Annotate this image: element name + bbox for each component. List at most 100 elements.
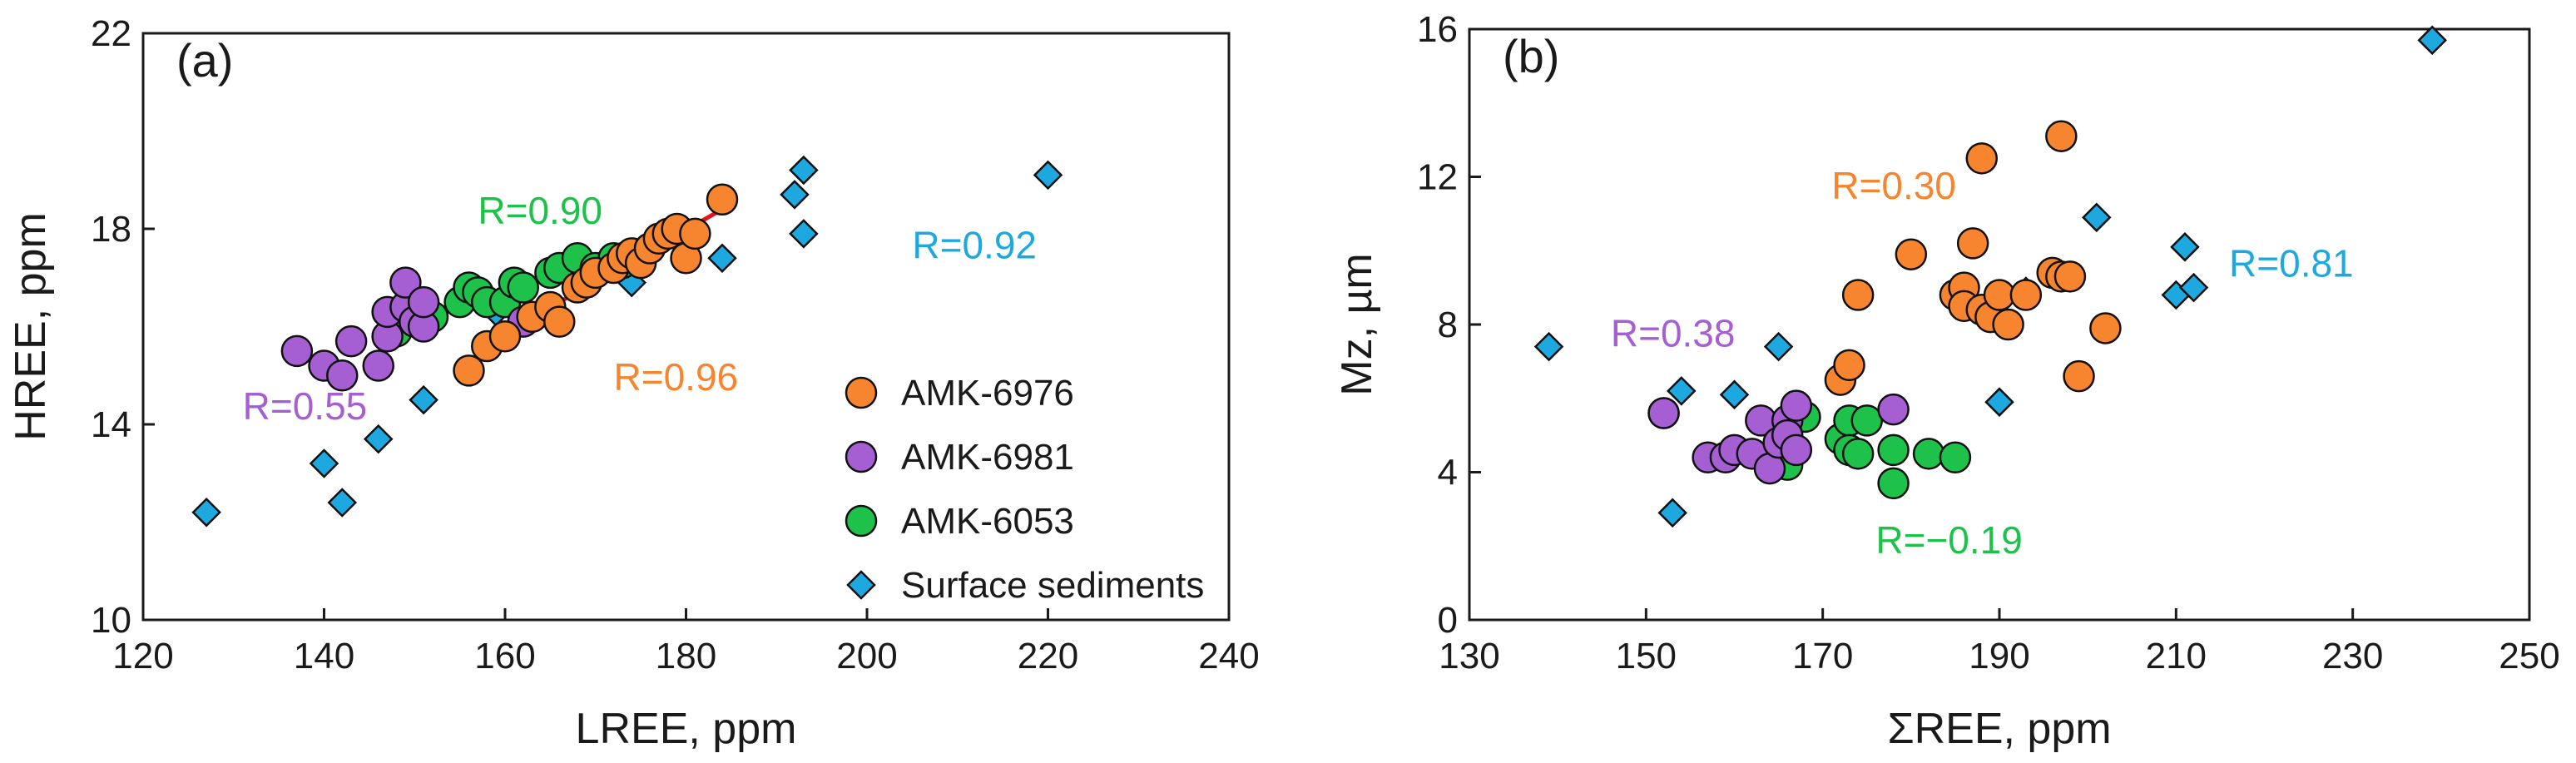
chart-a-point-amk-6981 <box>407 285 440 319</box>
chart-b-y-tick-label: 0 <box>1438 600 1458 641</box>
chart-b-point-surface-sediments <box>2082 202 2112 233</box>
chart-b-y-tick-label: 16 <box>1417 9 1458 50</box>
chart-b-point-surface-sediments <box>2178 272 2209 303</box>
chart-b-r-label-amk-6981: R=0.38 <box>1611 312 1736 355</box>
chart-a-point-amk-6981 <box>280 334 314 368</box>
chart-b-y-axis-label: Mz, µm <box>1333 253 1381 396</box>
chart-a-x-axis-label: LREE, ppm <box>576 705 797 753</box>
chart-b-r-label-surface-sediments: R=0.81 <box>2229 241 2354 285</box>
chart-a-y-tick-label: 22 <box>91 13 131 54</box>
chart-a-point-amk-6976 <box>706 183 739 216</box>
chart-b-point-amk-6976 <box>2045 120 2078 152</box>
chart-a-point-surface-sediments <box>363 424 394 454</box>
chart-b-point-amk-6976 <box>1965 142 1999 175</box>
panel-b: 130 150 170 190 210 230 250 0 4 8 12 16 ΣREE, ppm Mz,… <box>1333 9 2560 753</box>
chart-b-x-axis-label: ΣREE, ppm <box>1887 705 2111 753</box>
chart-a-point-surface-sediments <box>789 219 819 249</box>
chart-a-point-amk-6976 <box>453 354 485 387</box>
chart-a-point-surface-sediments <box>191 497 221 528</box>
chart-b-point-surface-sediments <box>1984 387 2014 417</box>
chart-a-point-surface-sediments <box>780 180 810 210</box>
chart-b-x-tick-label: 250 <box>2499 636 2559 676</box>
chart-b-point-amk-6053 <box>1841 438 1875 470</box>
chart-a-point-amk-6053 <box>507 271 539 304</box>
legend-label-amk-6981: AMK-6981 <box>901 437 1074 478</box>
chart-a-x-tick-label: 180 <box>656 636 716 676</box>
chart-b-point-surface-sediments <box>2417 25 2447 56</box>
chart-b-r-label-amk-6976: R=0.30 <box>1831 164 1956 207</box>
chart-b-point-amk-6976 <box>1895 238 1928 270</box>
chart-a-point-amk-6981 <box>334 325 368 358</box>
chart-b-series-amk-6976 <box>1824 120 2122 396</box>
chart-b-point-amk-6053 <box>1912 438 1945 470</box>
chart-a-y-tick-label: 14 <box>91 404 131 445</box>
chart-b-point-surface-sediments <box>1533 331 1564 362</box>
chart-a-point-surface-sediments <box>1033 160 1063 191</box>
chart-b-series-amk-6981 <box>1647 389 1910 485</box>
legend-marker-amk-6976 <box>845 376 878 409</box>
legend-marker-surface-sediments <box>846 570 876 600</box>
chart-a-point-amk-6981 <box>389 266 422 299</box>
chart-b-point-surface-sediments <box>1667 376 1697 406</box>
chart-a-point-surface-sediments <box>789 155 819 186</box>
chart-b-x-tick-label: 150 <box>1616 636 1677 676</box>
chart-b-y-tick-label: 12 <box>1417 157 1458 198</box>
chart-a-y-tick-label: 18 <box>91 209 131 250</box>
chart-a-r-label-amk-6976: R=0.96 <box>614 355 739 399</box>
chart-b-point-amk-6976 <box>1841 279 1875 311</box>
chart-b-point-surface-sediments <box>2170 232 2200 262</box>
chart-b-point-surface-sediments <box>1763 331 1794 362</box>
chart-a-x-tick-label: 200 <box>836 636 897 676</box>
chart-b-r-label-amk-6053: R=−0.19 <box>1875 518 2022 562</box>
chart-b-point-amk-6976 <box>2063 359 2095 393</box>
chart-b-point-amk-6981 <box>1780 389 1813 422</box>
chart-b-point-surface-sediments <box>1719 379 1750 410</box>
chart-b-x-tick-label: 170 <box>1792 636 1853 676</box>
chart-b-y-tick-label: 4 <box>1438 453 1458 493</box>
chart-a-x-tick-label: 220 <box>1018 636 1078 676</box>
chart-a-r-label-amk-6981: R=0.55 <box>243 384 368 428</box>
chart-a-point-surface-sediments <box>309 448 339 478</box>
chart-a-x-tick-label: 160 <box>474 636 535 676</box>
chart-a-point-amk-6976 <box>679 217 711 250</box>
chart-b-point-amk-6981 <box>1780 434 1813 467</box>
chart-a-r-label-amk-6053: R=0.90 <box>478 189 602 232</box>
chart-b-point-amk-6053 <box>1877 467 1910 500</box>
chart-b-point-amk-6981 <box>1647 397 1680 429</box>
chart-b-point-amk-6976 <box>1833 349 1865 382</box>
chart-b-point-amk-6053 <box>1939 441 1972 473</box>
chart-a-point-amk-6976 <box>488 320 522 353</box>
chart-b-point-surface-sediments <box>1657 498 1687 528</box>
chart-b-point-amk-6976 <box>1992 308 2024 341</box>
chart-a-point-amk-6981 <box>362 349 394 382</box>
chart-b-x-tick-label: 230 <box>2322 636 2383 676</box>
panel-a: 120 140 160 180 200 220 240 10 14 18 22 LREE, ppm HR… <box>7 13 1260 753</box>
chart-a-r-label-surface-sediments: R=0.92 <box>912 223 1037 266</box>
chart-a-point-amk-6976 <box>543 305 576 338</box>
chart-b-point-amk-6053 <box>1850 404 1883 437</box>
chart-b-point-amk-6053 <box>1877 434 1910 467</box>
chart-b-y-tick-label: 8 <box>1438 305 1458 345</box>
chart-a-x-tick-label: 240 <box>1198 636 1259 676</box>
chart-a-x-tick-label: 140 <box>294 636 354 676</box>
legend-label-amk-6053: AMK-6053 <box>901 501 1074 542</box>
chart-b-point-amk-6981 <box>1877 393 1910 426</box>
chart-b-point-amk-6976 <box>2009 279 2043 311</box>
chart-a-y-axis-label: HREE, ppm <box>7 212 55 441</box>
chart-a-panel-label: (a) <box>176 34 233 87</box>
legend-marker-amk-6053 <box>845 504 878 538</box>
chart-a-point-surface-sediments <box>707 243 737 274</box>
legend-marker-amk-6981 <box>845 440 878 473</box>
legend: AMK-6976 AMK-6981 AMK-6053 Surface sediment… <box>845 373 1204 606</box>
chart-b-point-amk-6976 <box>2089 312 2122 344</box>
chart-a-point-amk-6981 <box>326 359 359 392</box>
chart-a-x-tick-label: 120 <box>112 636 173 676</box>
chart-a-series-amk-6976 <box>453 183 739 387</box>
chart-a-point-surface-sediments <box>327 488 358 518</box>
chart-a-y-tick-label: 10 <box>91 600 131 641</box>
chart-b-x-tick-label: 130 <box>1439 636 1499 676</box>
chart-b-x-tick-label: 190 <box>1969 636 2029 676</box>
chart-b-panel-label: (b) <box>1503 30 1559 82</box>
chart-b-point-amk-6976 <box>2053 260 2087 293</box>
